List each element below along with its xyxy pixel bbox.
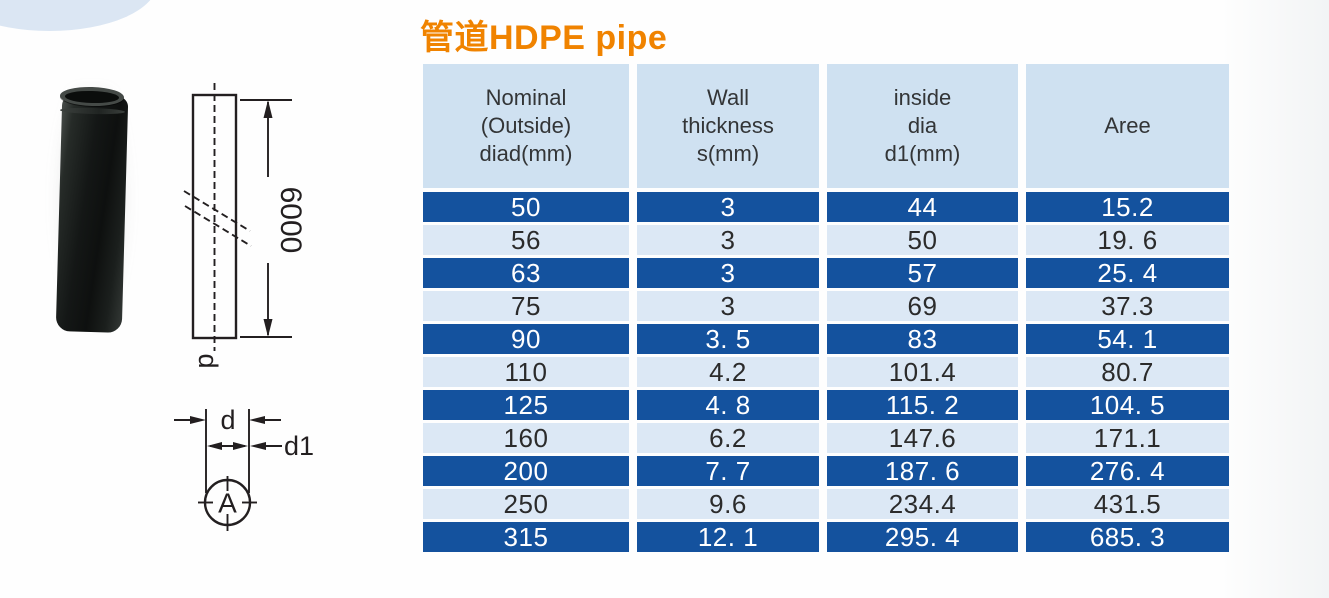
- cell-nominal-dia: 90: [423, 324, 629, 354]
- outer-diameter-label: d: [220, 405, 235, 435]
- cell-wall-thickness: 4.2: [637, 357, 819, 387]
- cell-inside-dia: 44: [827, 192, 1018, 222]
- cell-inside-dia: 101.4: [827, 357, 1018, 387]
- pipe-opening: [64, 90, 120, 104]
- pipe-body: [55, 95, 129, 333]
- table-row: 56 3 50 19. 6: [423, 225, 1229, 255]
- cell-wall-thickness: 6.2: [637, 423, 819, 453]
- header-wall-thickness: Wall thickness s(mm): [637, 64, 819, 188]
- cell-area: 37.3: [1026, 291, 1229, 321]
- header-area: Aree: [1026, 64, 1229, 188]
- cell-wall-thickness: 3: [637, 225, 819, 255]
- cell-area: 431.5: [1026, 489, 1229, 519]
- cell-inside-dia: 69: [827, 291, 1018, 321]
- cell-inside-dia: 83: [827, 324, 1018, 354]
- d1-leader-arrowhead: [250, 442, 266, 450]
- pipe-side-view-diagram: 6000 d: [160, 80, 345, 385]
- cell-wall-thickness: 9.6: [637, 489, 819, 519]
- cell-area: 80.7: [1026, 357, 1229, 387]
- table-row: 63 3 57 25. 4: [423, 258, 1229, 288]
- header-line: s(mm): [696, 141, 760, 166]
- outer-diameter-label-side: d: [193, 353, 223, 368]
- cell-area: 15.2: [1026, 192, 1229, 222]
- table-row: 160 6.2 147.6 171.1: [423, 423, 1229, 453]
- cell-wall-thickness: 3: [637, 291, 819, 321]
- spec-table: Nominal (Outside) diad(mm) Wall thicknes…: [423, 64, 1229, 555]
- cell-nominal-dia: 160: [423, 423, 629, 453]
- cell-nominal-dia: 50: [423, 192, 629, 222]
- header-line: d1(mm): [884, 141, 961, 166]
- section-letter-label: A: [218, 487, 237, 518]
- cell-nominal-dia: 75: [423, 291, 629, 321]
- cell-area: 104. 5: [1026, 390, 1229, 420]
- cell-inside-dia: 115. 2: [827, 390, 1018, 420]
- table-row: 75 3 69 37.3: [423, 291, 1229, 321]
- cell-area: 19. 6: [1026, 225, 1229, 255]
- cell-inside-dia: 147.6: [827, 423, 1018, 453]
- pipe-product-photo: [50, 82, 136, 340]
- header-line: dia: [907, 113, 938, 138]
- table-row: 315 12. 1 295. 4 685. 3: [423, 522, 1229, 552]
- cell-wall-thickness: 3: [637, 258, 819, 288]
- d-arrowhead-right: [190, 416, 206, 424]
- cell-inside-dia: 295. 4: [827, 522, 1018, 552]
- d1-arrowhead-right: [233, 442, 248, 450]
- pipe-section-diagram: d d1 A: [160, 395, 345, 560]
- cell-nominal-dia: 200: [423, 456, 629, 486]
- inner-diameter-label: d1: [284, 431, 314, 461]
- break-line-1: [183, 190, 251, 232]
- table-header-row: Nominal (Outside) diad(mm) Wall thicknes…: [423, 64, 1229, 188]
- table-row: 250 9.6 234.4 431.5: [423, 489, 1229, 519]
- header-line: (Outside): [480, 113, 572, 138]
- page-title: 管道HDPE pipe: [420, 19, 668, 57]
- d1-arrowhead-left: [207, 442, 222, 450]
- cell-wall-thickness: 4. 8: [637, 390, 819, 420]
- cell-area: 171.1: [1026, 423, 1229, 453]
- cell-wall-thickness: 12. 1: [637, 522, 819, 552]
- table-row: 125 4. 8 115. 2 104. 5: [423, 390, 1229, 420]
- cell-nominal-dia: 63: [423, 258, 629, 288]
- header-nominal-outside-dia: Nominal (Outside) diad(mm): [423, 64, 629, 188]
- header-line: Aree: [1104, 113, 1151, 138]
- header-line: diad(mm): [479, 141, 573, 166]
- header-line: inside: [893, 85, 952, 110]
- cell-area: 25. 4: [1026, 258, 1229, 288]
- cell-nominal-dia: 315: [423, 522, 629, 552]
- cell-nominal-dia: 110: [423, 357, 629, 387]
- table-row: 110 4.2 101.4 80.7: [423, 357, 1229, 387]
- table-row: 90 3. 5 83 54. 1: [423, 324, 1229, 354]
- cell-area: 685. 3: [1026, 522, 1229, 552]
- cell-inside-dia: 50: [827, 225, 1018, 255]
- corner-decoration: [0, 0, 157, 31]
- cell-area: 54. 1: [1026, 324, 1229, 354]
- cell-area: 276. 4: [1026, 456, 1229, 486]
- arrowhead-up: [263, 100, 273, 118]
- header-line: Wall: [707, 85, 749, 110]
- cell-nominal-dia: 56: [423, 225, 629, 255]
- cell-inside-dia: 187. 6: [827, 456, 1018, 486]
- cell-wall-thickness: 7. 7: [637, 456, 819, 486]
- length-dimension-label: 6000: [274, 187, 307, 254]
- table-row: 50 3 44 15.2: [423, 192, 1229, 222]
- right-edge-gradient: [1219, 0, 1329, 598]
- cell-wall-thickness: 3. 5: [637, 324, 819, 354]
- cell-wall-thickness: 3: [637, 192, 819, 222]
- arrowhead-down: [263, 319, 273, 337]
- header-line: thickness: [682, 113, 774, 138]
- cell-nominal-dia: 250: [423, 489, 629, 519]
- header-inside-dia: inside dia d1(mm): [827, 64, 1018, 188]
- cell-inside-dia: 234.4: [827, 489, 1018, 519]
- cell-inside-dia: 57: [827, 258, 1018, 288]
- d-arrowhead-left: [249, 416, 265, 424]
- break-line-2: [184, 205, 252, 247]
- table-row: 200 7. 7 187. 6 276. 4: [423, 456, 1229, 486]
- header-line: Nominal: [485, 85, 567, 110]
- cell-nominal-dia: 125: [423, 390, 629, 420]
